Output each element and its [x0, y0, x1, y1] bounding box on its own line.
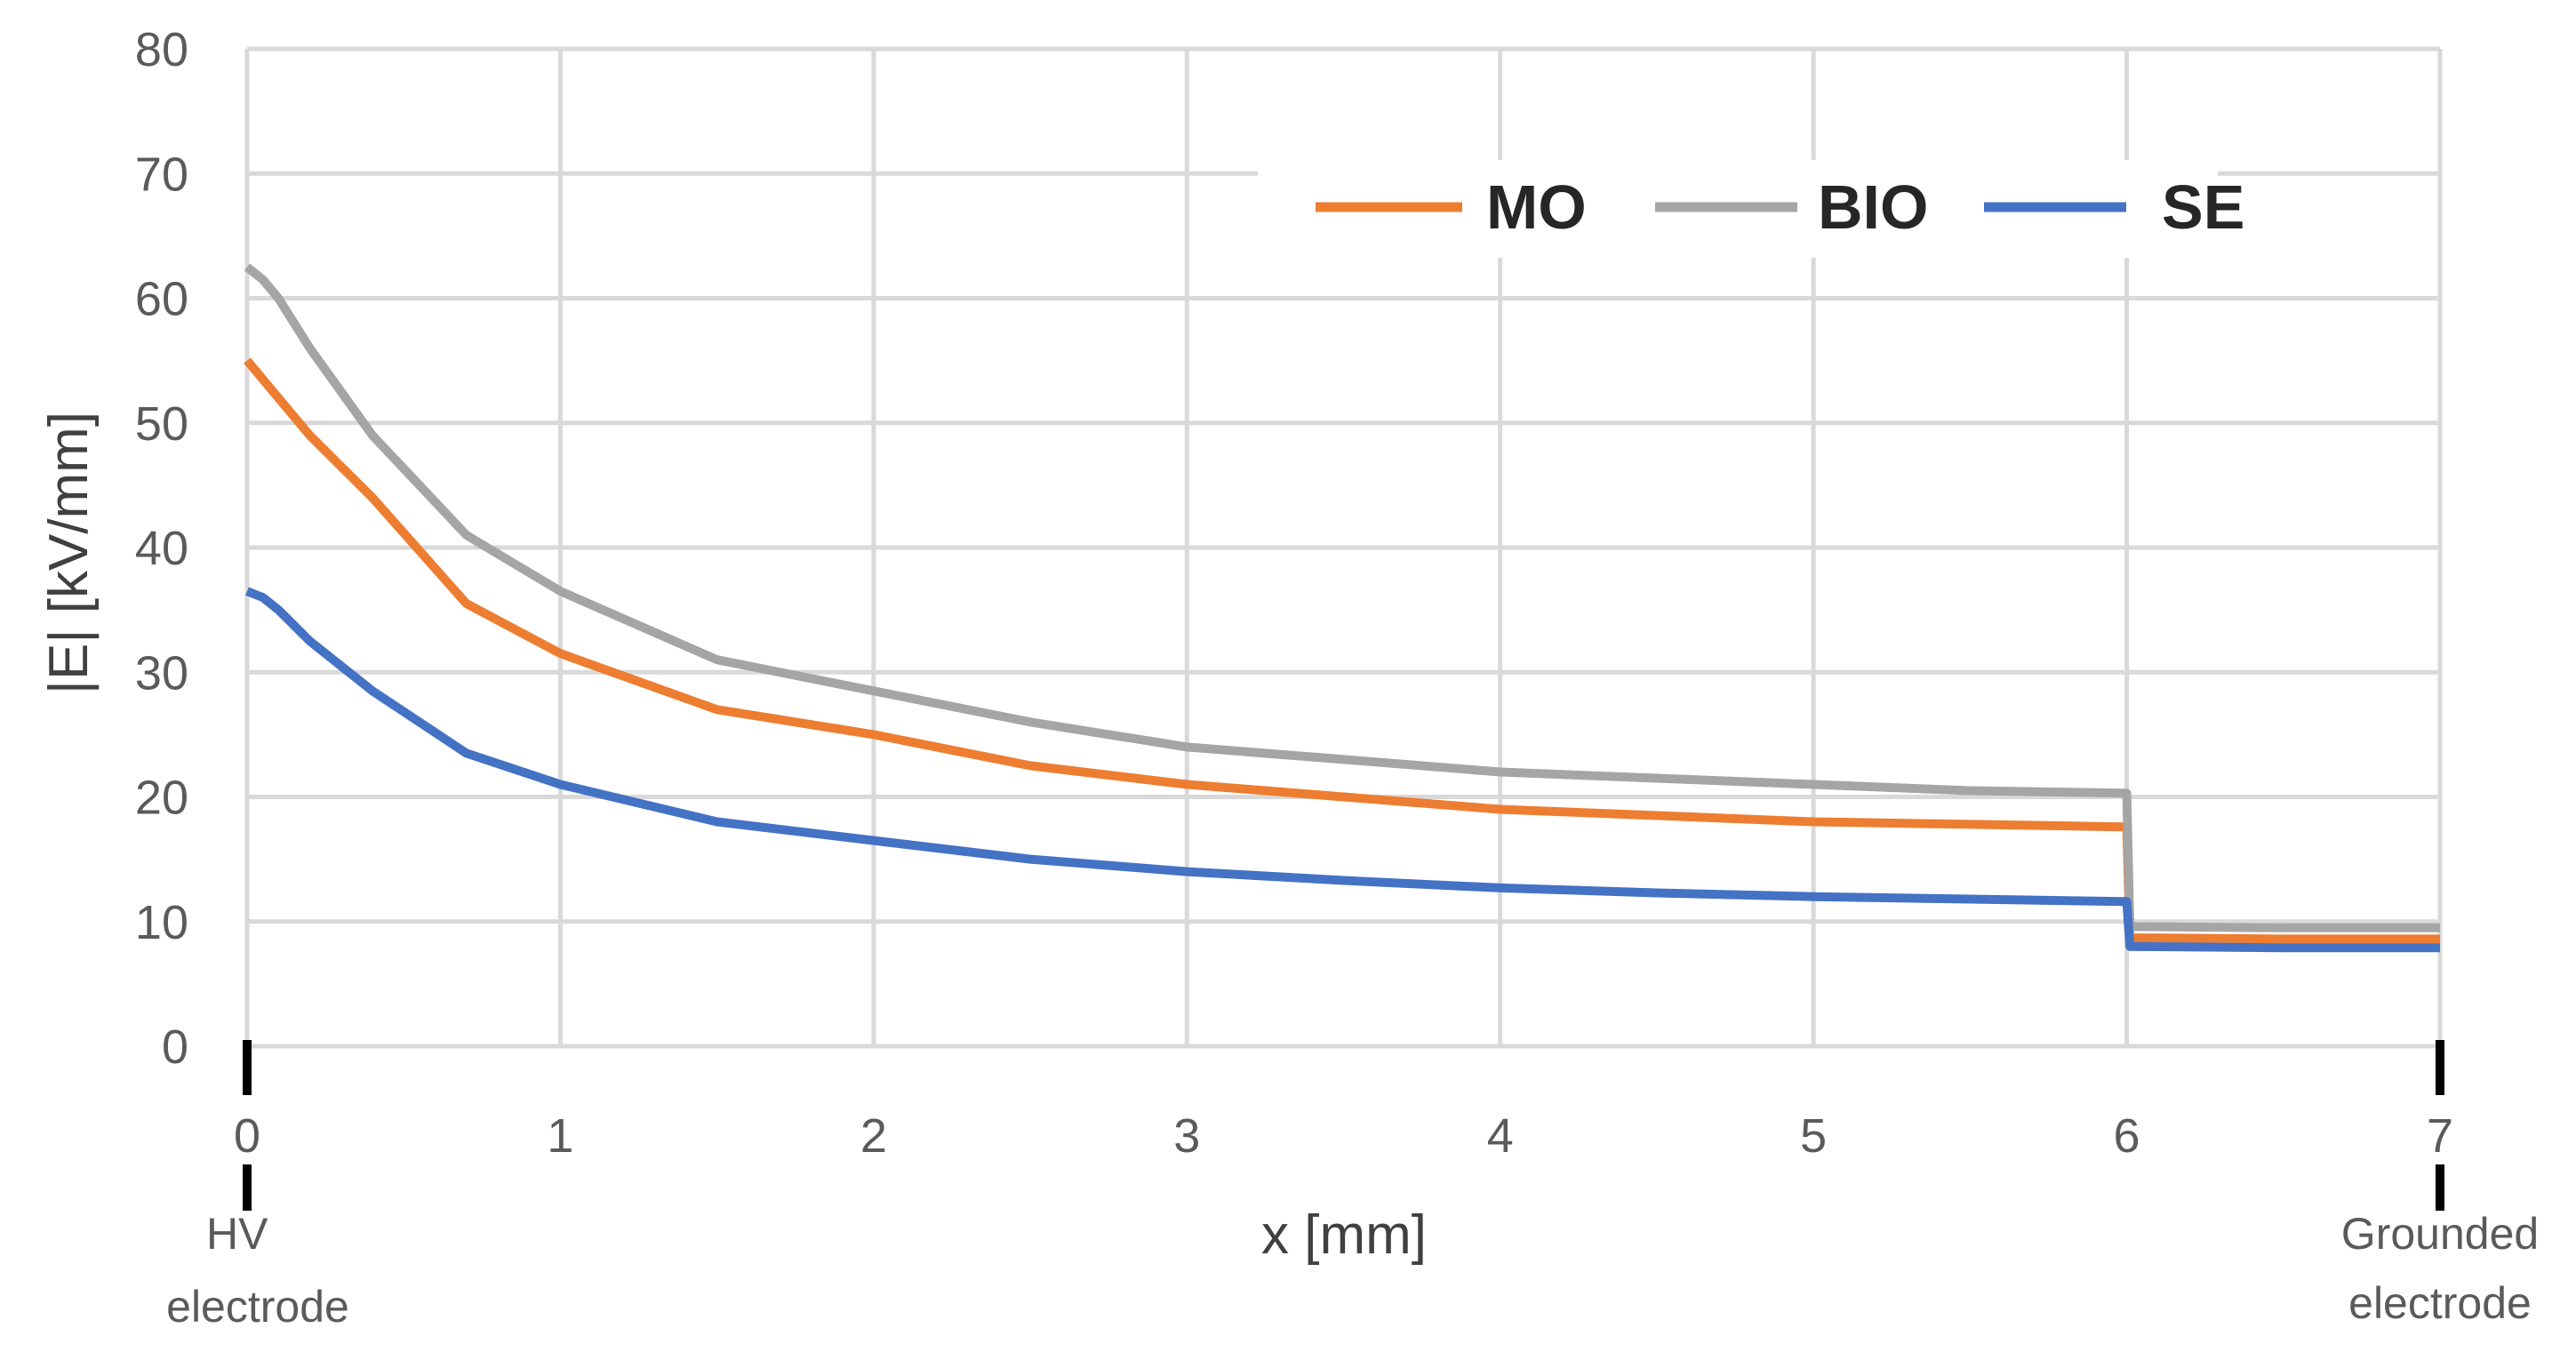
hv-electrode-label-line1: HV [206, 1209, 268, 1259]
y-tick-label-40: 40 [135, 522, 188, 575]
y-tick-label-20: 20 [135, 772, 188, 825]
x-tick-label-7: 7 [2427, 1109, 2453, 1163]
series-line-se [245, 587, 2440, 953]
grounded-electrode-label-line2: electrode [2348, 1278, 2532, 1328]
legend-label-mo: MO [1486, 172, 1587, 242]
series-line-mo [244, 357, 2440, 944]
legend-label-se: SE [2162, 172, 2244, 242]
y-axis-title: |E| [kV/mm] [38, 412, 100, 694]
x-tick-label-6: 6 [2114, 1109, 2140, 1163]
axes: 0 10 20 30 40 50 60 70 80 0 1 2 3 4 5 6 7 [135, 23, 2453, 1211]
hv-electrode-label-line2: electrode [166, 1282, 349, 1332]
y-tick-label-30: 30 [135, 646, 188, 700]
x-tick-label-4: 4 [1487, 1109, 1514, 1163]
y-tick-label-80: 80 [135, 23, 188, 76]
y-tick-label-50: 50 [135, 397, 188, 451]
y-tick-label-10: 10 [135, 896, 188, 949]
x-tick-label-0: 0 [234, 1109, 260, 1163]
legend-label-bio: BIO [1818, 172, 1928, 242]
x-axis-title: x [mm] [1261, 1204, 1427, 1266]
series-line-bio [244, 263, 2440, 932]
legend: MO BIO SE [1258, 160, 2244, 258]
x-tick-label-1: 1 [547, 1109, 573, 1163]
y-tick-label-60: 60 [135, 273, 188, 326]
y-tick-label-0: 0 [162, 1020, 188, 1074]
series-lines [244, 263, 2440, 953]
grounded-electrode-label-line1: Grounded [2341, 1209, 2539, 1259]
labels: x [mm] |E| [kV/mm] HV electrode Grounded… [38, 412, 2539, 1332]
x-tick-label-2: 2 [860, 1109, 887, 1163]
x-tick-label-5: 5 [1800, 1109, 1827, 1163]
y-tick-label-70: 70 [135, 148, 188, 201]
x-tick-label-3: 3 [1173, 1109, 1200, 1163]
